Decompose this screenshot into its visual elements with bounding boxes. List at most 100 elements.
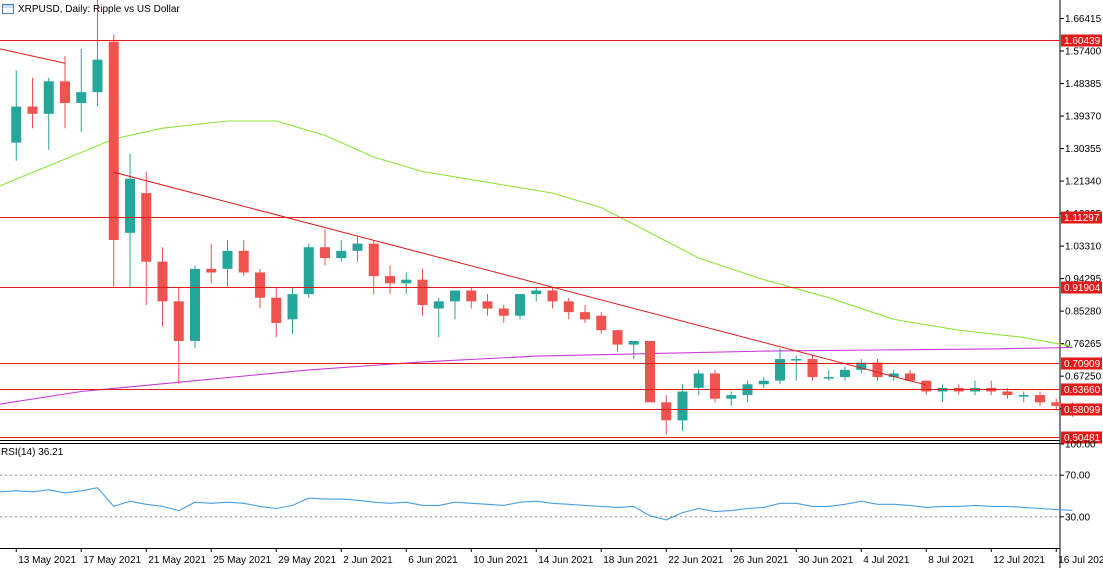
candle-body: [368, 243, 379, 277]
bullish-candle: [742, 380, 753, 403]
candle-body: [271, 297, 282, 323]
bullish-candle: [43, 77, 54, 150]
bullish-candle: [352, 236, 363, 262]
chart-title: XRPUSD, Daily: Ripple vs US Dollar: [18, 3, 180, 15]
bullish-candle: [336, 240, 347, 262]
bullish-candle: [515, 294, 525, 320]
level-price-label: 0.63660: [1064, 385, 1101, 396]
bearish-candle: [645, 341, 655, 403]
time-axis-ticks: 13 May 2021 17 May 2021 21 May 2021 25 May …: [15, 549, 1103, 566]
time-tick-label: 2 Jun 2021: [343, 555, 393, 566]
candle-body: [60, 81, 70, 103]
candle-body: [352, 243, 363, 251]
level-price-label: 0.50481: [1064, 433, 1101, 444]
time-tick-label: 8 Jul 2021: [928, 555, 975, 566]
bullish-candle: [222, 240, 233, 287]
candle-body: [222, 250, 233, 269]
level-price-label: 0.58099: [1064, 405, 1101, 416]
bearish-candle: [807, 355, 818, 381]
bearish-candle: [482, 294, 493, 316]
bullish-candle: [791, 355, 802, 381]
bearish-candle: [905, 369, 915, 381]
candle-body: [1035, 395, 1045, 403]
candle-body: [157, 261, 168, 302]
price-tick-label: 1.66415: [1065, 14, 1102, 25]
bearish-candle: [141, 171, 152, 305]
level-price-label: 1.60439: [1064, 36, 1101, 47]
bearish-candle: [921, 380, 932, 396]
candle-body: [791, 359, 802, 361]
bearish-candle: [580, 304, 590, 323]
candle-body: [905, 373, 915, 381]
candle-body: [726, 395, 737, 399]
time-tick-label: 25 May 2021: [213, 555, 271, 566]
candle-body: [385, 276, 395, 284]
bullish-candle: [401, 272, 412, 295]
bullish-candle: [450, 290, 460, 320]
rsi-line: [0, 487, 1073, 521]
price-tick-label: 0.85280: [1065, 307, 1102, 318]
bearish-candle: [986, 380, 997, 396]
level-price-tag: [1061, 383, 1102, 396]
level-price-label: 0.70909: [1064, 359, 1101, 370]
candle-body: [433, 301, 444, 309]
candle-body: [401, 279, 412, 284]
bearish-candle: [661, 395, 672, 435]
candle-body: [320, 247, 330, 259]
chart-window-icon: [2, 4, 14, 14]
time-tick-label: 13 May 2021: [18, 555, 76, 566]
level-price-tag: [1061, 34, 1102, 47]
bullish-candle: [823, 369, 834, 381]
candle-body: [888, 373, 899, 378]
candle-body: [173, 301, 184, 341]
bearish-candle: [417, 268, 428, 316]
bullish-candle: [726, 391, 737, 406]
candle-body: [238, 250, 249, 273]
bearish-candle: [1051, 398, 1062, 410]
level-price-label: 0.91904: [1064, 283, 1101, 294]
candle-body: [11, 106, 22, 143]
bullish-candle: [970, 380, 980, 396]
candle-body: [27, 106, 38, 114]
candle-body: [1051, 402, 1062, 406]
bearish-candle: [1035, 391, 1045, 406]
candle-body: [43, 81, 54, 114]
moving-average-fast-line: [0, 120, 1073, 347]
candle-body: [628, 341, 639, 345]
level-price-tag: [1061, 431, 1102, 444]
candle-body: [612, 330, 623, 345]
candle-body: [466, 290, 477, 302]
candle-body: [482, 301, 493, 309]
time-tick-label: 21 May 2021: [148, 555, 206, 566]
candle-body: [856, 362, 867, 370]
rsi-tick-label: 100.00: [1065, 440, 1096, 451]
price-tick-label: 1.03310: [1065, 242, 1102, 253]
candle-body: [1002, 391, 1013, 396]
time-tick-label: 18 Jun 2021: [603, 555, 658, 566]
candle-body: [303, 247, 314, 295]
bearish-candle: [498, 304, 509, 323]
price-tick-label: 0.67250: [1065, 372, 1102, 383]
price-tick-label: 0.76265: [1065, 339, 1102, 350]
bearish-candle: [60, 56, 70, 129]
trend-line: [113, 171, 927, 386]
candle-body: [206, 268, 217, 273]
candle-body: [563, 301, 574, 313]
bearish-candle: [173, 286, 184, 385]
bullish-candle: [125, 153, 135, 287]
candle-body: [693, 373, 704, 388]
price-tick-label: 0.94295: [1065, 274, 1102, 285]
price-tick-label: 1.57400: [1065, 47, 1102, 58]
level-price-tag: [1061, 357, 1102, 370]
bearish-candle: [547, 286, 558, 309]
time-tick-label: 4 Jul 2021: [863, 555, 910, 566]
bearish-candle: [368, 240, 379, 295]
bullish-candle: [888, 369, 899, 381]
candle-body: [498, 308, 509, 316]
time-tick-label: 14 Jun 2021: [538, 555, 593, 566]
candle-body: [580, 312, 590, 320]
bearish-candle: [466, 286, 477, 309]
time-tick-label: 29 May 2021: [278, 555, 336, 566]
level-price-label: 1.11297: [1064, 213, 1100, 224]
